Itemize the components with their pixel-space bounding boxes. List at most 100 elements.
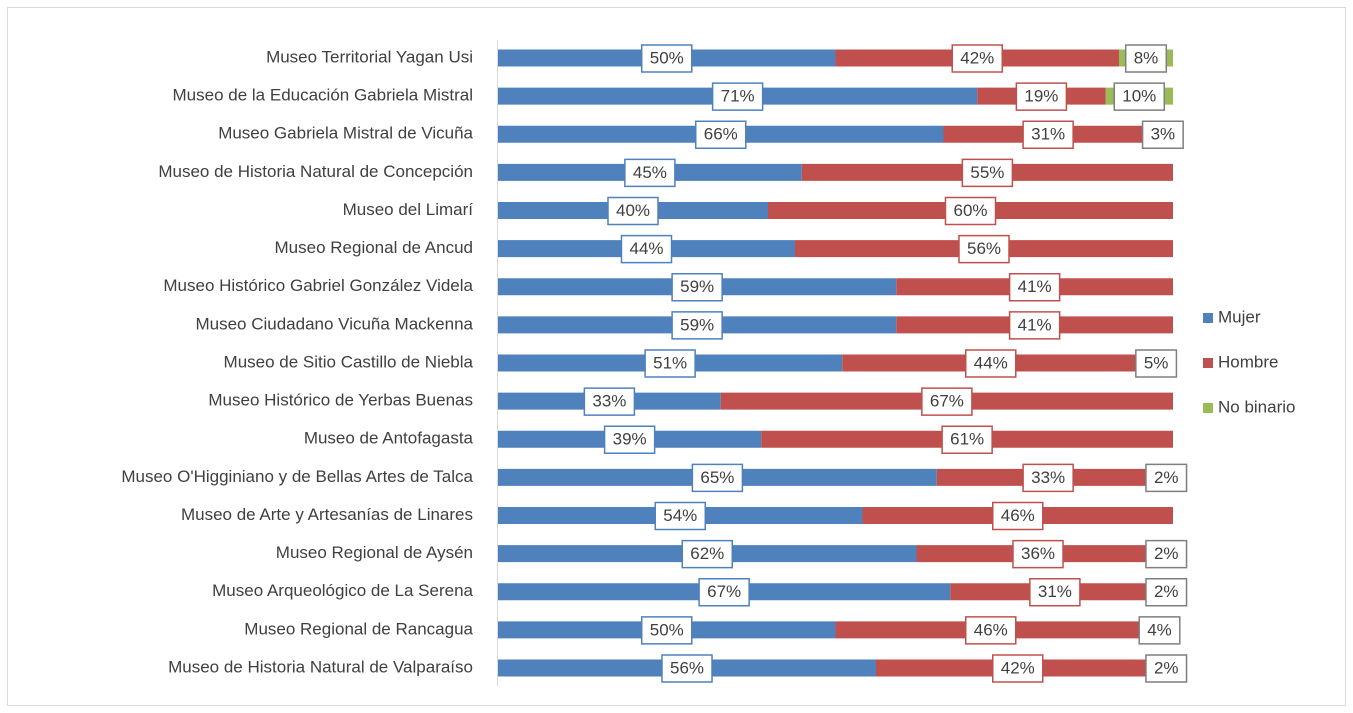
data-label: 36% [1021,544,1055,563]
data-label: 45% [633,163,667,182]
data-label: 66% [704,125,738,144]
data-label: 33% [592,392,626,411]
y-tick-label: Museo O'Higginiano y de Bellas Artes de … [121,467,473,486]
data-label: 59% [680,277,714,296]
data-label: 19% [1024,87,1058,106]
data-label: 31% [1038,582,1072,601]
data-label-box [1008,273,1061,302]
y-tick-label: Museo Regional de Ancud [275,238,473,257]
data-label: 44% [974,353,1008,372]
data-label-box [991,501,1044,531]
data-label-box [640,44,693,73]
data-label-box [1135,349,1178,378]
y-tick-label: Museo de Historia Natural de Valparaíso [168,657,473,676]
data-label: 67% [707,582,741,601]
data-label-box [1145,463,1188,493]
data-label-box [1015,82,1068,111]
data-label: 62% [690,544,724,563]
data-label-box [991,654,1044,683]
data-label-box [694,120,747,149]
data-label: 42% [1001,658,1035,677]
data-label-box [1029,578,1081,607]
data-label-box [671,273,723,302]
data-label: 61% [950,430,984,449]
legend-label: Mujer [1218,307,1261,326]
data-label: 46% [974,620,1008,639]
data-label-box [1008,311,1061,340]
y-tick-label: Museo de Sitio Castillo de Niebla [224,352,474,371]
data-label-box [921,387,973,416]
data-label: 31% [1031,125,1065,144]
data-label: 71% [721,87,755,106]
y-tick-label: Museo Regional de Rancagua [244,619,473,638]
data-label-box [951,44,1004,73]
data-label-box [624,158,676,188]
y-tick-label: Museo Ciudadano Vicuña Mackenna [195,314,473,333]
data-label: 42% [960,48,994,67]
data-label: 33% [1031,468,1065,487]
data-label-box [958,234,1010,264]
data-label: 54% [663,506,697,525]
data-label-box [711,82,764,111]
legend-swatch [1203,358,1213,368]
data-label: 46% [1001,506,1035,525]
data-label: 59% [680,315,714,334]
data-label: 60% [953,201,987,220]
data-label: 39% [613,430,647,449]
data-label: 40% [616,201,650,220]
data-label: 50% [650,620,684,639]
data-label-box [1124,44,1168,73]
legend-swatch [1203,313,1213,323]
data-label-box [698,578,750,607]
data-label-box [1138,616,1181,645]
data-label: 56% [670,658,704,677]
data-label-box [1012,539,1064,569]
data-label-box [671,311,723,340]
data-label-box [1145,539,1188,569]
data-label: 41% [1018,277,1052,296]
y-tick-label: Museo Histórico Gabriel González Videla [163,276,473,295]
data-label-box [1145,654,1188,683]
data-label-box [681,539,734,569]
y-tick-label: Museo de Antofagasta [304,429,474,448]
data-label: 4% [1147,620,1172,639]
data-label-box [691,463,744,493]
y-tick-label: Museo de la Educación Gabriela Mistral [173,86,473,105]
data-label-box [1141,120,1184,149]
y-tick-label: Museo Regional de Aysén [276,543,473,562]
data-label-box [640,616,693,645]
data-label-box [654,501,707,531]
data-label-box [583,387,636,416]
data-label-box [644,349,696,378]
data-label: 5% [1144,353,1169,372]
data-label: 8% [1134,48,1159,67]
y-tick-label: Museo Territorial Yagan Usi [266,47,473,66]
y-tick-label: Museo de Arte y Artesanías de Linares [181,505,473,524]
data-label: 41% [1018,315,1052,334]
data-label: 51% [653,353,687,372]
data-label-box [944,196,997,226]
data-label-box [1022,120,1074,149]
data-label-box [1022,463,1074,493]
legend-label: Hombre [1218,352,1278,371]
data-label: 3% [1151,125,1176,144]
data-label: 50% [650,48,684,67]
data-label: 10% [1122,87,1156,106]
legend-swatch [1203,403,1213,413]
data-label: 56% [967,239,1001,258]
y-tick-label: Museo Gabriela Mistral de Vicuña [218,124,473,143]
data-label: 44% [629,239,663,258]
data-label-box [661,654,713,683]
data-label: 67% [930,392,964,411]
data-label: 65% [700,468,734,487]
data-label-box [964,616,1017,645]
data-label-box [620,234,673,264]
data-label-box [607,196,659,226]
data-label: 2% [1154,468,1179,487]
y-tick-label: Museo Histórico de Yerbas Buenas [208,391,473,410]
data-label-box [961,158,1014,188]
data-label: 2% [1154,658,1179,677]
data-label-box [1113,82,1166,111]
data-label-box [941,425,993,454]
